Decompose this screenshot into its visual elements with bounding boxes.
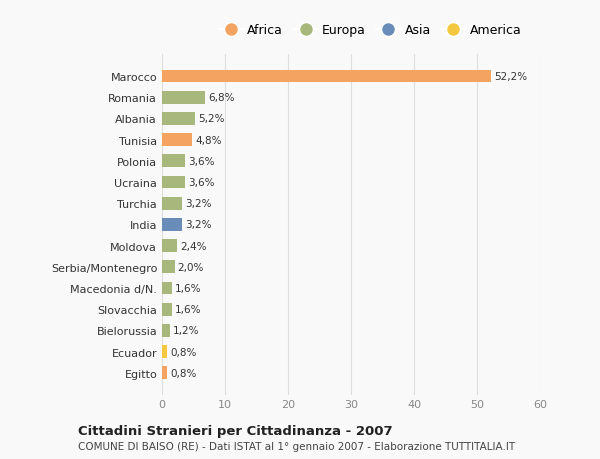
Text: 3,6%: 3,6% <box>188 157 214 167</box>
Text: 1,2%: 1,2% <box>173 326 199 336</box>
Bar <box>162 113 195 125</box>
Text: 6,8%: 6,8% <box>208 93 235 103</box>
Bar <box>162 134 192 147</box>
Bar <box>162 71 491 83</box>
Text: 3,6%: 3,6% <box>188 178 214 188</box>
Bar <box>162 197 182 210</box>
Text: 1,6%: 1,6% <box>175 283 202 293</box>
Text: 52,2%: 52,2% <box>494 72 527 82</box>
Bar <box>162 303 172 316</box>
Bar <box>162 176 185 189</box>
Text: Cittadini Stranieri per Cittadinanza - 2007: Cittadini Stranieri per Cittadinanza - 2… <box>78 424 392 437</box>
Text: 3,2%: 3,2% <box>185 199 212 209</box>
Text: 2,0%: 2,0% <box>178 262 204 272</box>
Text: COMUNE DI BAISO (RE) - Dati ISTAT al 1° gennaio 2007 - Elaborazione TUTTITALIA.I: COMUNE DI BAISO (RE) - Dati ISTAT al 1° … <box>78 441 515 451</box>
Text: 0,8%: 0,8% <box>170 347 197 357</box>
Text: 4,8%: 4,8% <box>196 135 222 146</box>
Text: 1,6%: 1,6% <box>175 304 202 314</box>
Bar <box>162 325 170 337</box>
Bar <box>162 367 167 379</box>
Bar <box>162 240 177 252</box>
Bar <box>162 261 175 274</box>
Bar <box>162 218 182 231</box>
Legend: Africa, Europa, Asia, America: Africa, Europa, Asia, America <box>215 21 525 41</box>
Bar <box>162 92 205 104</box>
Bar <box>162 282 172 295</box>
Text: 5,2%: 5,2% <box>198 114 224 124</box>
Text: 2,4%: 2,4% <box>180 241 207 251</box>
Bar <box>162 346 167 358</box>
Bar <box>162 155 185 168</box>
Text: 3,2%: 3,2% <box>185 220 212 230</box>
Text: 0,8%: 0,8% <box>170 368 197 378</box>
